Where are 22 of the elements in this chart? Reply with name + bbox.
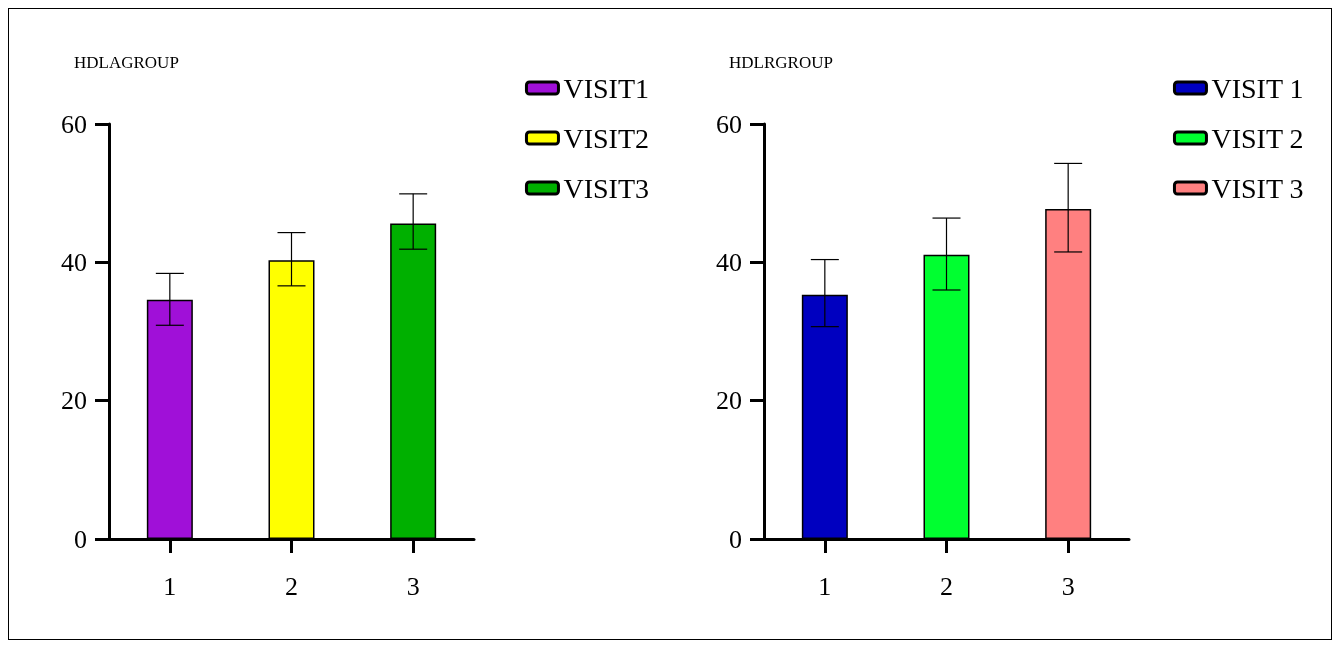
legend-label: VISIT1 xyxy=(563,72,649,104)
legend-label: VISIT2 xyxy=(563,122,649,154)
legend-label: VISIT 1 xyxy=(1211,72,1304,104)
x-tick-label: 3 xyxy=(1061,571,1075,601)
legend-label: VISIT 3 xyxy=(1211,172,1304,204)
x-tick-label: 1 xyxy=(163,571,177,601)
x-tick-label: 1 xyxy=(818,571,832,601)
y-tick-label: 20 xyxy=(716,386,742,416)
x-tick-label: 2 xyxy=(940,571,953,601)
y-tick-label: 0 xyxy=(729,524,742,554)
chart-title: HDLRGROUP xyxy=(729,53,833,72)
y-tick-label: 60 xyxy=(61,109,87,139)
x-tick-label: 2 xyxy=(285,571,298,601)
y-tick-label: 40 xyxy=(716,247,742,277)
chart-title: HDLAGROUP xyxy=(74,53,179,72)
y-tick-label: 20 xyxy=(61,386,87,416)
y-tick-label: 60 xyxy=(716,109,742,139)
legend-label: VISIT3 xyxy=(563,172,649,204)
y-tick-label: 0 xyxy=(74,524,87,554)
x-tick-label: 3 xyxy=(406,571,420,601)
legend-label: VISIT 2 xyxy=(1211,122,1304,154)
y-tick-label: 40 xyxy=(61,247,87,277)
